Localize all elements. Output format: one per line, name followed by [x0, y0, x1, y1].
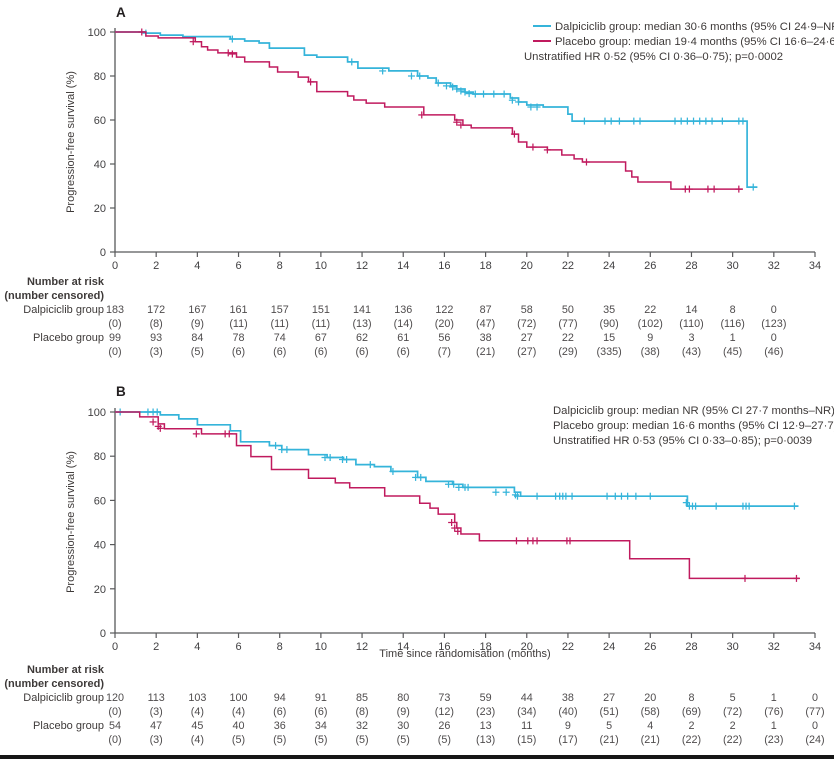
x-tick-label: 2: [153, 641, 159, 653]
x-tick-label: 20: [521, 260, 533, 272]
x-tick-label: 6: [235, 260, 241, 272]
x-tick-label: 28: [685, 641, 697, 653]
x-tick-label: 34: [809, 641, 821, 653]
x-tick-label: 16: [438, 641, 450, 653]
x-tick-label: 22: [562, 641, 574, 653]
x-tick-label: 18: [479, 641, 491, 653]
y-tick-label: 20: [94, 584, 106, 596]
x-tick-label: 0: [112, 641, 118, 653]
x-tick-label: 28: [685, 260, 697, 272]
x-tick-label: 6: [235, 641, 241, 653]
x-tick-label: 24: [603, 260, 615, 272]
x-tick-label: 4: [194, 641, 200, 653]
x-tick-label: 34: [809, 260, 821, 272]
x-tick-label: 32: [768, 260, 780, 272]
y-tick-label: 40: [94, 540, 106, 552]
x-tick-label: 2: [153, 260, 159, 272]
y-tick-label: 100: [88, 27, 106, 39]
x-tick-label: 26: [644, 641, 656, 653]
x-tick-label: 10: [315, 641, 327, 653]
km-curve-placebo: [115, 31, 743, 190]
km-curve-dalpiciclib: [115, 411, 799, 507]
y-tick-label: 100: [88, 407, 106, 419]
y-tick-label: 60: [94, 495, 106, 507]
x-tick-label: 30: [727, 641, 739, 653]
y-tick-label: 40: [94, 159, 106, 171]
x-tick-label: 12: [356, 260, 368, 272]
y-tick-label: 20: [94, 203, 106, 215]
x-tick-label: 4: [194, 260, 200, 272]
km-curve-dalpiciclib: [115, 31, 758, 188]
x-tick-label: 30: [727, 260, 739, 272]
x-tick-label: 14: [397, 260, 409, 272]
x-tick-label: 10: [315, 260, 327, 272]
x-tick-label: 14: [397, 641, 409, 653]
x-tick-label: 16: [438, 260, 450, 272]
y-tick-label: 0: [100, 628, 106, 640]
x-tick-label: 8: [277, 260, 283, 272]
x-tick-label: 26: [644, 260, 656, 272]
y-tick-label: 60: [94, 115, 106, 127]
km-curve-placebo: [115, 411, 800, 580]
x-tick-label: 0: [112, 260, 118, 272]
y-tick-label: 0: [100, 247, 106, 259]
x-tick-label: 20: [521, 641, 533, 653]
x-tick-label: 22: [562, 260, 574, 272]
x-tick-label: 24: [603, 641, 615, 653]
x-tick-label: 18: [479, 260, 491, 272]
y-tick-label: 80: [94, 71, 106, 83]
y-tick-label: 80: [94, 451, 106, 463]
x-tick-label: 12: [356, 641, 368, 653]
x-tick-label: 8: [277, 641, 283, 653]
x-tick-label: 32: [768, 641, 780, 653]
